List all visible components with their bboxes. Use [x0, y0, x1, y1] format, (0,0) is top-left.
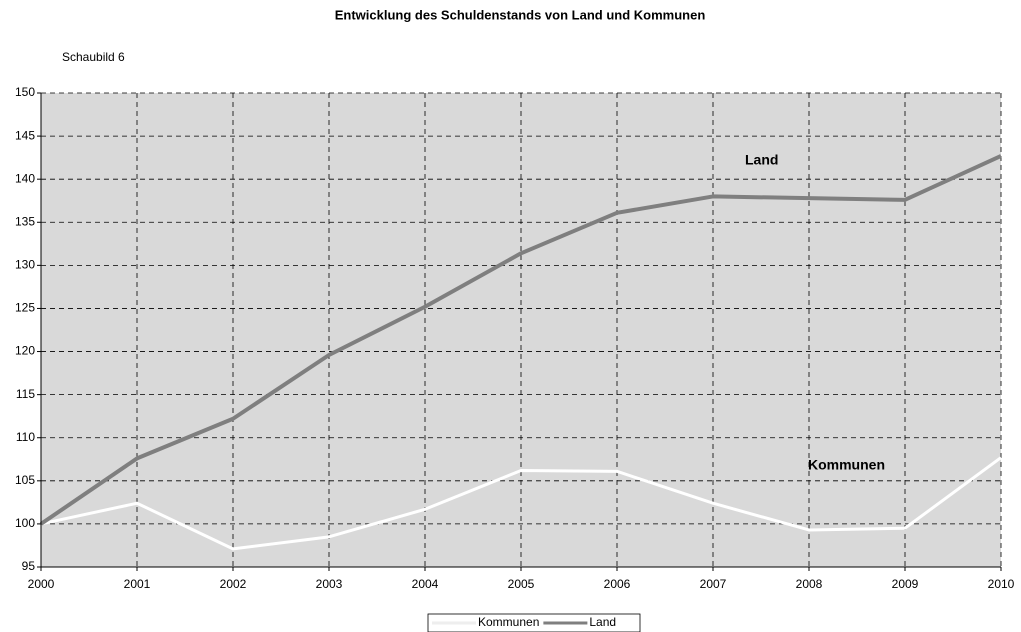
y-tick-label: 100	[15, 516, 35, 530]
legend	[427, 613, 641, 632]
legend-label: Kommunen	[478, 615, 539, 629]
chart-title: Entwicklung des Schuldenstands von Land …	[335, 7, 706, 22]
line-series	[39, 154, 1002, 526]
x-tick-label: 2007	[700, 577, 727, 591]
line-series	[40, 456, 1002, 551]
annotation: Land	[745, 152, 778, 168]
x-tick-label: 2001	[124, 577, 151, 591]
y-tick-label: 120	[15, 344, 35, 358]
x-tick-label: 2009	[892, 577, 919, 591]
y-tick-label: 150	[15, 85, 35, 99]
y-tick-label: 110	[16, 430, 35, 444]
x-tick-label: 2004	[412, 577, 439, 591]
chart-subtitle: Schaubild 6	[62, 50, 125, 64]
y-tick-label: 130	[15, 258, 35, 272]
y-tick-label: 135	[15, 214, 35, 228]
x-tick-label: 2002	[220, 577, 247, 591]
x-tick-label: 2003	[316, 577, 343, 591]
x-tick-label: 2006	[604, 577, 631, 591]
y-tick-label: 105	[15, 473, 35, 487]
y-tick-label: 145	[15, 128, 35, 142]
legend-label: Land	[589, 615, 616, 629]
y-tick-label: 140	[15, 171, 35, 185]
x-tick-label: 2005	[508, 577, 535, 591]
annotation: Kommunen	[808, 457, 885, 473]
y-tick-label: 95	[22, 559, 36, 573]
y-tick-label: 115	[16, 387, 35, 401]
x-tick-label: 2008	[796, 577, 823, 591]
x-tick-label: 2010	[988, 577, 1015, 591]
y-tick-label: 125	[15, 301, 35, 315]
x-tick-label: 2000	[28, 577, 55, 591]
